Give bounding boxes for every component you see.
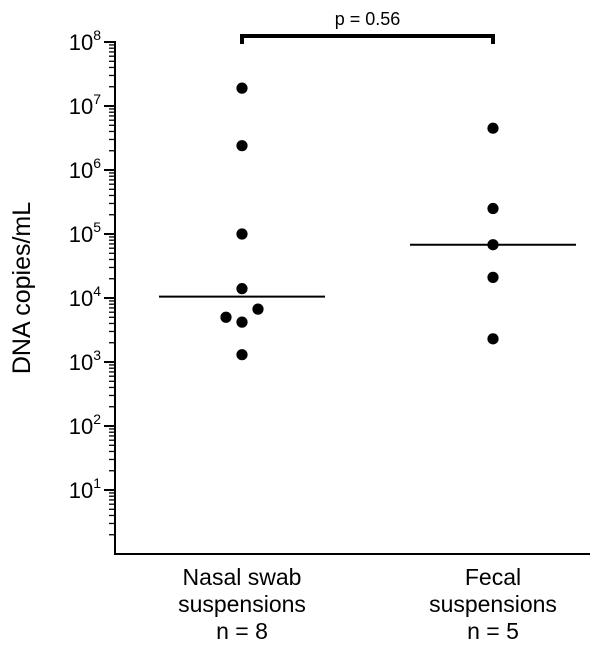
category-label-line: Fecal (465, 564, 521, 590)
y-tick-label: 108 (69, 27, 101, 55)
category-label-line: suspensions (178, 591, 306, 617)
axes (114, 41, 590, 555)
data-point (487, 239, 499, 251)
category-label-line: n = 5 (467, 618, 519, 644)
y-ticks: 101 102 103 104 105 106 107 108 (69, 27, 115, 536)
y-tick-label: 103 (69, 347, 101, 375)
data-point (487, 271, 499, 283)
data-point (236, 283, 248, 295)
significance-annotation: p = 0.56 (240, 9, 495, 44)
data-point (220, 311, 232, 323)
data-point (236, 82, 248, 94)
y-tick-label: 107 (69, 91, 101, 119)
y-axis-label: DNA copies/mL (8, 202, 36, 374)
data-point (236, 316, 248, 328)
p-value-label: p = 0.56 (335, 9, 401, 29)
data-point (487, 122, 499, 134)
category-label-line: n = 8 (216, 618, 268, 644)
significance-bracket (240, 34, 495, 44)
data-point (487, 202, 499, 215)
y-tick-label: 106 (69, 155, 101, 183)
data-point (236, 228, 248, 240)
category-label-line: Nasal swab (183, 564, 302, 590)
y-tick-label: 101 (69, 475, 101, 503)
data-point (252, 303, 264, 315)
y-tick-label: 102 (69, 411, 101, 439)
data-points (220, 82, 499, 361)
data-point (236, 140, 248, 152)
y-tick-label: 104 (69, 283, 101, 311)
category-label-line: suspensions (429, 591, 557, 617)
data-point (487, 333, 499, 345)
y-tick-label: 105 (69, 219, 101, 247)
data-point (236, 349, 248, 361)
median-lines (159, 243, 576, 298)
